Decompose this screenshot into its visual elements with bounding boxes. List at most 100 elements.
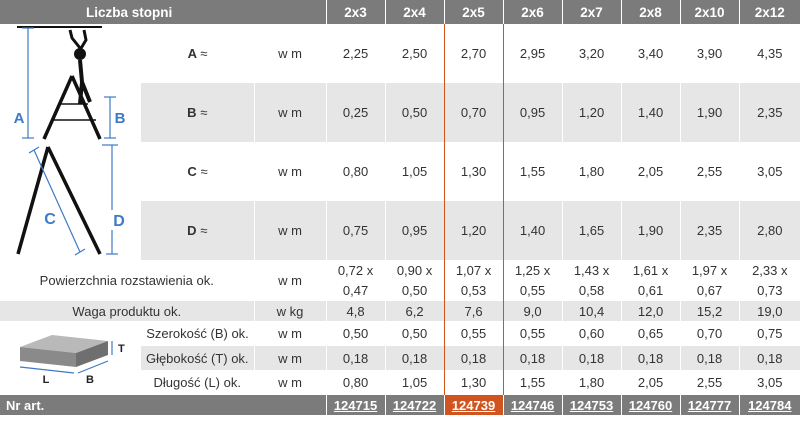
dim-c-name: C ≈: [140, 142, 254, 201]
dim-letter-c: C: [44, 211, 56, 228]
area-row: Powierzchnia rozstawienia ok. w m 0,72 x…: [0, 260, 800, 301]
dim-a-name: A ≈: [140, 24, 254, 83]
weight-row: Waga produktu ok. w kg 4,8 6,2 7,6 9,0 1…: [0, 301, 800, 321]
article-number-link[interactable]: 124722: [384, 395, 445, 415]
header-col: 2x4: [384, 0, 445, 24]
area-value: 2,33 x 0,73: [738, 260, 800, 301]
area-value-line: 0,53: [460, 282, 487, 298]
article-number-link-highlight[interactable]: 124739: [443, 395, 504, 415]
pack-width-value: 0,60: [561, 321, 622, 346]
pack-depth-label: Głębokość (T) ok.: [141, 346, 254, 370]
pack-width-unit: w m: [253, 321, 327, 346]
article-label: Nr art.: [0, 395, 327, 415]
dim-a-approx: ≈: [200, 46, 208, 61]
dim-letter-b: B: [115, 110, 126, 127]
weight-value: 6,2: [384, 301, 445, 321]
area-value-line: 0,50: [401, 282, 428, 298]
pack-length-value: 1,05: [384, 370, 445, 395]
spec-table: Liczba stopni 2x3 2x4 2x5 2x6 2x7 2x8 2x…: [0, 0, 800, 415]
dim-b-approx: ≈: [200, 105, 208, 120]
dim-d-value: 1,40: [502, 201, 563, 260]
dim-a-value: 3,20: [561, 24, 622, 83]
pack-depth-row: Głębokość (T) ok. w m 0,18 0,18 0,18 0,1…: [0, 346, 800, 370]
dim-b-letter: B: [187, 105, 197, 120]
dim-a-value: 2,95: [502, 24, 563, 83]
header-col: 2x5: [443, 0, 504, 24]
dim-b-unit: w m: [253, 83, 327, 142]
article-number-link[interactable]: 124746: [502, 395, 563, 415]
pack-depth-value: 0,18: [561, 346, 622, 370]
pack-width-value: 0,50: [325, 321, 386, 346]
header-col: 2x3: [325, 0, 386, 24]
area-value: 1,25 x 0,55: [502, 260, 563, 301]
area-value: 0,72 x 0,47: [325, 260, 386, 301]
area-value-line: 0,67: [696, 282, 723, 298]
dim-c-value: 2,05: [620, 142, 681, 201]
area-value-highlight: 1,07 x 0,53: [443, 260, 504, 301]
pack-width-value: 0,70: [679, 321, 740, 346]
dim-a-value: 2,50: [384, 24, 445, 83]
dim-a-value: 4,35: [738, 24, 800, 83]
area-value-line: 1,61 x: [632, 262, 669, 278]
weight-value-highlight: 7,6: [443, 301, 504, 321]
pack-length-value: 2,55: [679, 370, 740, 395]
weight-label: Waga produktu ok.: [0, 301, 254, 321]
weight-value: 9,0: [502, 301, 563, 321]
article-row: Nr art. 124715 124722 124739 124746 1247…: [0, 395, 800, 415]
ladder-worker-diagram: A B: [12, 26, 127, 140]
dim-a-unit: w m: [253, 24, 327, 83]
pack-length-value: 0,80: [325, 370, 386, 395]
pack-length-value: 1,55: [502, 370, 563, 395]
article-number-link[interactable]: 124753: [561, 395, 622, 415]
dim-c-letter: C: [187, 164, 197, 179]
dim-c-unit: w m: [253, 142, 327, 201]
pack-width-value: 0,75: [738, 321, 800, 346]
dim-a-value-highlight: 2,70: [443, 24, 504, 83]
pack-width-value: 0,50: [384, 321, 445, 346]
package-box-diagram: T L B: [19, 335, 125, 386]
weight-value: 19,0: [738, 301, 800, 321]
dim-row-a: A B A ≈ w m 2,25 2,50 2,70 2,95 3,20 3,4…: [0, 24, 800, 142]
pack-length-label: Długość (L) ok.: [141, 370, 254, 395]
header-col: 2x8: [620, 0, 681, 24]
pack-length-value: 2,05: [620, 370, 681, 395]
dim-c-value: 1,05: [384, 142, 445, 201]
pack-depth-value: 0,18: [325, 346, 386, 370]
header-col: 2x10: [679, 0, 740, 24]
dim-c-value: 2,55: [679, 142, 740, 201]
dim-d-value: 1,65: [561, 201, 622, 260]
pack-depth-value-highlight: 0,18: [443, 346, 504, 370]
dim-d-value: 0,75: [325, 201, 386, 260]
area-value-line: 0,90 x: [396, 262, 433, 278]
area-unit: w m: [253, 260, 327, 301]
package-diagram-cell: T L B: [0, 321, 141, 395]
dim-c-value: 1,55: [502, 142, 563, 201]
pack-depth-value: 0,18: [620, 346, 681, 370]
dim-d-value: 0,95: [384, 201, 445, 260]
ladder-open-diagram: D C: [16, 144, 127, 256]
pack-length-unit: w m: [253, 370, 327, 395]
article-number-link[interactable]: 124715: [325, 395, 386, 415]
area-value: 1,43 x 0,58: [561, 260, 622, 301]
dim-b-value: 0,25: [325, 83, 386, 142]
dim-c-value-highlight: 1,30: [443, 142, 504, 201]
article-number-link[interactable]: 124784: [738, 395, 800, 415]
area-value-line: 0,58: [578, 282, 605, 298]
box-letter-l: L: [43, 374, 50, 386]
article-number-link[interactable]: 124760: [620, 395, 681, 415]
pack-length-value: 1,80: [561, 370, 622, 395]
pack-width-value: 0,65: [620, 321, 681, 346]
header-col: 2x12: [738, 0, 800, 24]
area-value-line: 1,07 x: [455, 262, 492, 278]
pack-width-value-highlight: 0,55: [443, 321, 504, 346]
dim-a-value: 3,90: [679, 24, 740, 83]
dim-b-value: 2,35: [738, 83, 800, 142]
area-value-line: 2,33 x: [752, 262, 788, 278]
area-value: 1,61 x 0,61: [620, 260, 681, 301]
ladder-top-diagram-cell: A B: [0, 24, 141, 142]
article-number-link[interactable]: 124777: [679, 395, 740, 415]
area-value-line: 0,72 x: [337, 262, 374, 278]
dim-row-d: D ≈ w m 0,75 0,95 1,20 1,40 1,65 1,90 2,…: [0, 201, 800, 260]
dim-c-value: 3,05: [738, 142, 800, 201]
dim-row-c: D C C ≈ w m 0,80 1,05 1,30 1,55 1,80 2,0…: [0, 142, 800, 260]
